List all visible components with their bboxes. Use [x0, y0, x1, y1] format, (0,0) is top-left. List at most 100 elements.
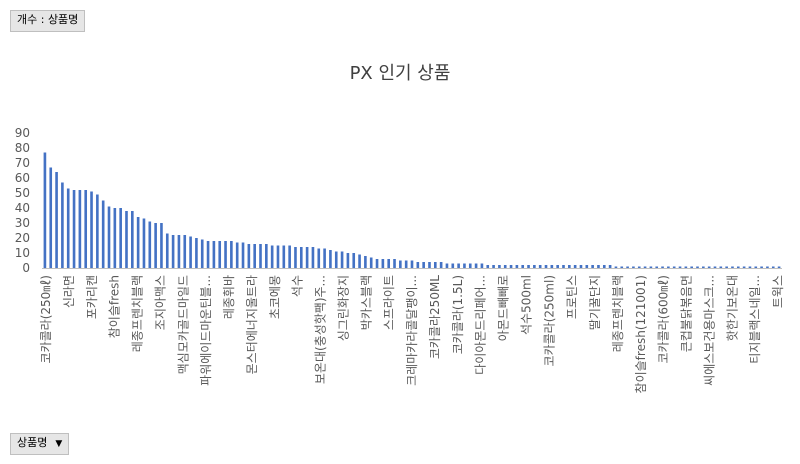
bar	[387, 259, 391, 268]
x-tick-label: 석수500ml	[519, 275, 533, 335]
bar	[568, 265, 571, 268]
bar	[119, 208, 122, 268]
bar	[591, 265, 594, 268]
bar	[375, 259, 379, 268]
bar	[165, 233, 169, 268]
bar	[299, 247, 303, 268]
bar	[655, 266, 659, 268]
bar	[544, 265, 548, 268]
x-tick-label: 큰컵불닭볶음면	[680, 275, 694, 352]
bar	[433, 262, 437, 268]
bar	[381, 259, 385, 268]
bar	[754, 266, 758, 268]
bar	[498, 265, 501, 268]
bar	[78, 190, 82, 268]
bar	[597, 265, 600, 268]
bar	[690, 266, 693, 268]
bar	[247, 244, 251, 268]
x-tick-label: 스프라이트	[382, 275, 396, 330]
bar	[399, 260, 402, 268]
x-tick-label: 초코에몽	[268, 275, 282, 319]
bar	[713, 266, 717, 268]
x-tick-label: 신라면	[62, 275, 76, 308]
x-tick-label: 보온대(충성핫팩)주...	[314, 275, 328, 384]
bar	[218, 241, 222, 268]
x-tick-label: 코카콜라250ML	[428, 275, 442, 359]
bar	[678, 266, 682, 268]
bar	[649, 266, 653, 268]
bar	[585, 265, 589, 268]
y-tick-label: 50	[15, 186, 30, 200]
x-tick-label: 몬스터에너지울트라	[245, 275, 259, 374]
bar	[305, 247, 309, 268]
bar	[206, 241, 210, 268]
x-tick-label: 레종프렌치블랙	[611, 275, 625, 352]
y-tick-label: 90	[15, 126, 30, 140]
bar	[43, 152, 47, 268]
bar	[131, 211, 134, 268]
bar	[84, 190, 88, 268]
bar	[643, 266, 647, 268]
bar	[748, 266, 752, 268]
bar	[61, 182, 64, 268]
bar	[602, 265, 606, 268]
bar	[200, 239, 204, 268]
bar	[480, 263, 484, 268]
bar	[632, 266, 635, 268]
bar	[457, 263, 460, 268]
y-tick-label: 80	[15, 141, 30, 155]
y-tick-label: 70	[15, 156, 30, 170]
bar	[323, 248, 326, 268]
y-tick-label: 0	[22, 261, 30, 275]
x-tick-label: 파워에이드마운틴블...	[199, 275, 213, 386]
x-tick-label: 레종휘바	[222, 275, 236, 319]
bar	[661, 266, 664, 268]
bar	[614, 266, 618, 268]
x-tick-label: 크레마카라콜달팽이...	[405, 275, 419, 386]
x-tick-label: 레종프렌치블랙	[131, 275, 145, 352]
value-field-button[interactable]: 개수 : 상품명	[10, 10, 86, 32]
bar	[253, 244, 256, 268]
x-tick-label: 코카콜라(600㎖)	[657, 275, 671, 363]
bar	[160, 223, 163, 268]
bar	[404, 260, 408, 268]
bar	[276, 245, 280, 268]
x-tick-label: 프로틴스	[565, 275, 579, 319]
bar	[288, 245, 291, 268]
y-tick-label: 30	[15, 216, 30, 230]
bar	[562, 265, 565, 268]
bar	[684, 266, 688, 268]
bar	[533, 265, 536, 268]
bar	[637, 266, 641, 268]
bar	[224, 241, 227, 268]
bar	[538, 265, 542, 268]
y-tick-label: 40	[15, 201, 30, 215]
x-tick-label: 포카리캔	[85, 275, 99, 319]
bar	[527, 265, 530, 268]
bar	[451, 263, 455, 268]
x-tick-label: 아몬드빼빼로	[497, 275, 511, 341]
bar	[230, 241, 233, 268]
bar	[515, 265, 519, 268]
bar	[340, 251, 344, 268]
bar	[212, 241, 216, 268]
bar	[422, 262, 425, 268]
bar	[416, 262, 420, 268]
bar	[142, 218, 146, 268]
bar	[672, 266, 676, 268]
bar	[731, 266, 734, 268]
x-tick-label: 박카스블랙	[359, 275, 373, 330]
bar	[626, 266, 629, 268]
axis-field-button[interactable]: 상품명 ▼	[10, 433, 70, 455]
bar	[148, 221, 152, 268]
bar	[334, 251, 338, 268]
dropdown-arrow-icon[interactable]: ▼	[55, 439, 63, 449]
bar	[364, 256, 367, 268]
y-tick-label: 20	[15, 231, 30, 245]
bar	[521, 265, 525, 268]
bar	[439, 262, 443, 268]
bar	[55, 172, 58, 268]
bar	[428, 262, 431, 268]
bar	[556, 265, 559, 268]
